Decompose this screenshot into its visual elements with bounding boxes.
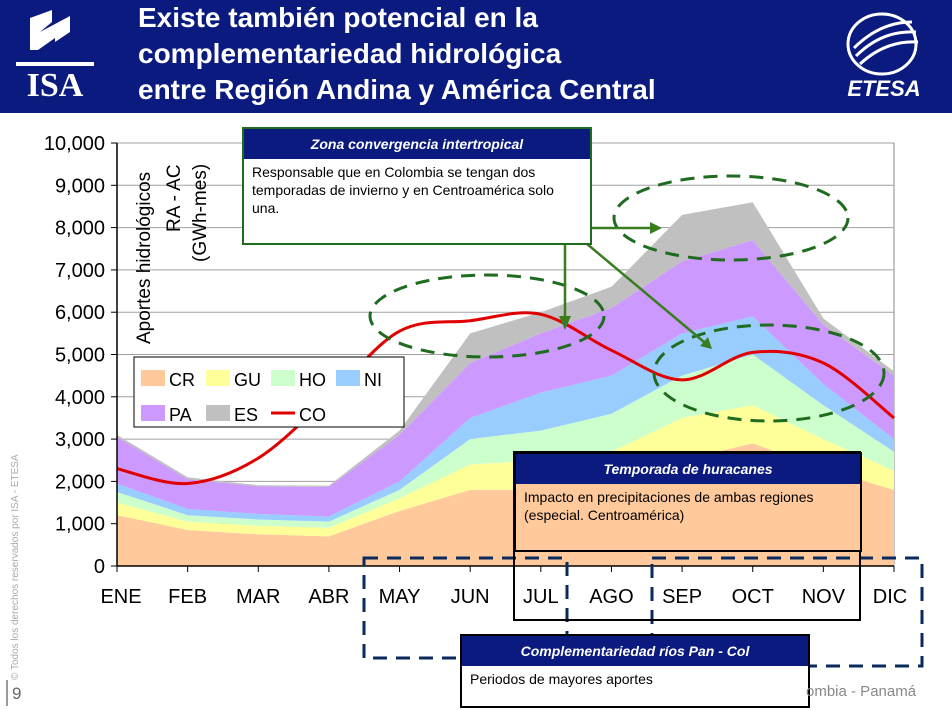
- legend-label-ni: NI: [364, 370, 382, 390]
- x-tick-label: MAY: [379, 586, 421, 608]
- legend-label-co: CO: [299, 405, 326, 425]
- x-tick-label: JUL: [523, 586, 559, 608]
- y-tick-label: 7,000: [55, 260, 105, 282]
- x-tick-label: OCT: [732, 586, 774, 608]
- area-ni: [117, 316, 894, 522]
- legend-swatch-cr: [141, 370, 165, 386]
- area-pa: [117, 240, 894, 517]
- y-axis-title-line-2: RA - AC: [164, 164, 185, 232]
- legend-label-ho: HO: [299, 370, 326, 390]
- arrow-to-sep-low: [567, 227, 705, 343]
- x-tick-label: NOV: [802, 586, 846, 608]
- y-tick-label: 4,000: [55, 387, 105, 409]
- y-tick-label: 10,000: [44, 133, 105, 155]
- y-tick-label: 1,000: [55, 514, 105, 536]
- huracanes-box-body: Impacto en precipitaciones de ambas regi…: [516, 484, 860, 528]
- y-axis: 0 1,000 2,000 3,000 4,000 5,000 6,000 7,000 8,00…: [44, 133, 118, 578]
- zona-box-title: Zona convergencia intertropical: [244, 129, 590, 159]
- legend-swatch-pa: [141, 405, 165, 421]
- y-axis-title-line-1: Aportes hidrológicos: [134, 172, 155, 344]
- x-tick-label: SEP: [662, 586, 702, 608]
- title-line-3: entre Región Andina y América Central: [138, 74, 656, 105]
- ellipse-sep-nov: [652, 323, 886, 423]
- x-tick-label: ABR: [308, 586, 349, 608]
- y-tick-label: 8,000: [55, 218, 105, 240]
- x-axis: ENE FEB MAR ABR MAY JUN JUL AGO SEP OCT NOV DIC: [100, 565, 907, 608]
- copyright-notice: © Todos los derechos reservados por ISA …: [10, 454, 21, 680]
- legend-label-cr: CR: [169, 370, 195, 390]
- area-es: [117, 202, 894, 487]
- page-number: 9: [12, 684, 22, 703]
- etesa-logo-text: ETESA: [847, 76, 920, 101]
- legend-label-pa: PA: [169, 405, 192, 425]
- zona-box: Zona convergencia intertropical Responsa…: [242, 127, 592, 245]
- y-tick-label: 3,000: [55, 429, 105, 451]
- y-axis-title: Aportes hidrológicos RA - AC (GWh-mes): [134, 164, 211, 344]
- legend-swatch-ni: [336, 370, 360, 386]
- x-tick-label: JUN: [451, 586, 490, 608]
- huracanes-box-title: Temporada de huracanes: [516, 454, 860, 484]
- complement-box-title: Complementariedad ríos Pan - Col: [462, 636, 808, 666]
- footer-divider: [6, 680, 8, 706]
- chart-legend: CR GU HO NI PA ES CO: [133, 356, 405, 428]
- x-tick-label: FEB: [168, 586, 207, 608]
- huracanes-box: Temporada de huracanes Impacto en precip…: [514, 452, 862, 552]
- area-gu: [117, 405, 894, 537]
- x-tick-label: AGO: [589, 586, 633, 608]
- legend-swatch-ho: [271, 370, 295, 386]
- legend-swatch-gu: [206, 370, 230, 386]
- title-line-2: complementariedad hidrológica: [138, 38, 562, 69]
- y-tick-label: 9,000: [55, 175, 105, 197]
- legend-label-gu: GU: [234, 370, 261, 390]
- y-tick-label: 5,000: [55, 345, 105, 367]
- arrow-head-sep-low: [700, 337, 712, 349]
- y-tick-label: 6,000: [55, 302, 105, 324]
- zona-box-body: Responsable que en Colombia se tengan do…: [252, 164, 554, 216]
- complement-box-body: Periodos de mayores aportes: [470, 671, 653, 687]
- etesa-logo: ETESA: [820, 10, 945, 105]
- arrow-head-sep-top: [650, 222, 662, 234]
- ellipses: [368, 174, 886, 423]
- footer-subtitle: ombia - Panamá: [806, 683, 917, 700]
- y-axis-title-line-3: (GWh-mes): [190, 164, 211, 262]
- isa-logo: ISA: [10, 10, 100, 104]
- legend-label-es: ES: [234, 405, 258, 425]
- page-title: Existe también potencial en la complemen…: [138, 0, 778, 108]
- y-tick-label: 2,000: [55, 471, 105, 493]
- ellipse-jun-jul: [368, 273, 606, 359]
- area-ho: [117, 354, 894, 528]
- arrow-head-jun: [559, 316, 571, 330]
- x-tick-label: DIC: [873, 586, 907, 608]
- title-line-1: Existe también potencial en la: [138, 2, 538, 33]
- isa-logo-text: ISA: [27, 67, 84, 102]
- legend-swatch-es: [206, 405, 230, 421]
- y-tick-label: 0: [94, 556, 105, 578]
- x-tick-label: MAR: [236, 586, 280, 608]
- complement-box: Complementariedad ríos Pan - Col Periodo…: [460, 634, 810, 708]
- line-co: [116, 311, 895, 486]
- legend-box: [133, 356, 405, 428]
- line-layer: [116, 311, 895, 486]
- x-tick-label: ENE: [100, 586, 141, 608]
- header-bar: ISA Existe también potencial en la compl…: [0, 0, 952, 113]
- ellipse-sep-oct-top: [612, 174, 850, 262]
